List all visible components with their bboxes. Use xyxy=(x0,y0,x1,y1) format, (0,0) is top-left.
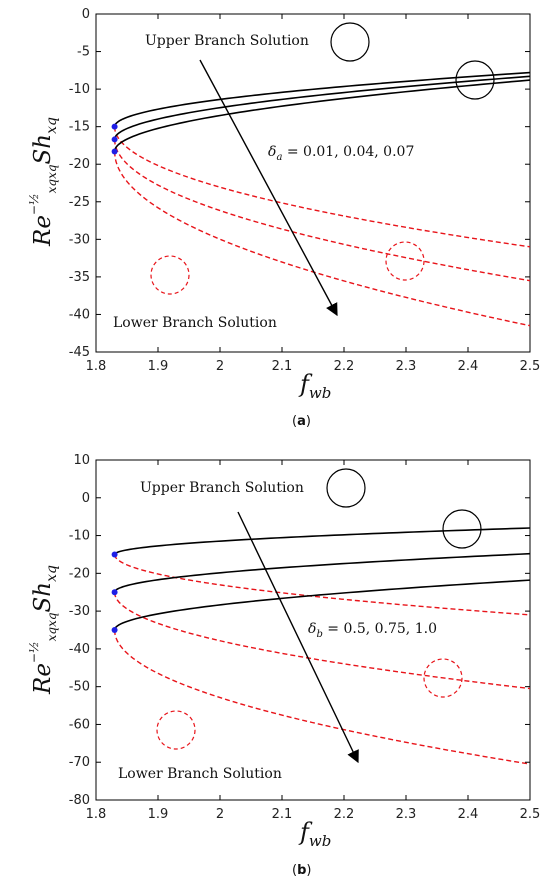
x-tick-label: 2.4 xyxy=(458,359,479,374)
x-tick-label: 2.3 xyxy=(396,807,417,822)
lower-branch-line-lower xyxy=(113,151,531,327)
x-tick-label: 2.4 xyxy=(458,807,479,822)
y-tick-label: -45 xyxy=(69,345,90,360)
turning-point xyxy=(111,136,118,143)
y-tick-label: -20 xyxy=(69,157,90,172)
lower-branch-marker-circle xyxy=(423,658,463,698)
upper-branch-marker-circle xyxy=(455,60,495,100)
y-tick-label: -60 xyxy=(69,717,90,732)
y-tick-label: -30 xyxy=(69,232,90,247)
x-tick-labels: 1.8 1.9 2 2.1 2.2 2.3 2.4 2.5 xyxy=(86,460,541,822)
y-tick-label: -10 xyxy=(69,82,90,97)
y-tick-label: 10 xyxy=(73,453,90,468)
decorations xyxy=(156,468,482,764)
chart-panel-b: 1.8 1.9 2 2.1 2.2 2.3 2.4 2.5 10 0 -10 -20 -30 -40 -5… xyxy=(27,453,540,878)
upper-branch-marker-circle xyxy=(330,22,370,62)
y-tick-label: -15 xyxy=(69,120,90,135)
x-tick-label: 2 xyxy=(216,807,224,822)
lower-branch-line-upper xyxy=(113,126,531,248)
turning-point xyxy=(111,627,118,633)
upper-branch-line-middle xyxy=(113,552,531,593)
x-tick-label: 2.5 xyxy=(520,359,541,374)
annotation-upper-branch: Upper Branch Solution xyxy=(145,33,309,49)
x-tick-label: 1.9 xyxy=(148,359,169,374)
x-tick-label: 2 xyxy=(216,359,224,374)
y-axis-label: Re−½xqxqShxq xyxy=(27,565,60,695)
lower-branch-line-middle xyxy=(113,139,531,282)
plot-area xyxy=(95,459,531,801)
x-tick-label: 1.8 xyxy=(86,807,107,822)
upper-branch-line-lower xyxy=(113,79,531,152)
annotation-parameter: δa = 0.01, 0.04, 0.07 xyxy=(268,144,414,163)
upper-branch-marker-circle xyxy=(442,509,482,549)
annotation-lower-branch: Lower Branch Solution xyxy=(113,315,277,331)
caption-a: (a) xyxy=(292,414,311,429)
turning-point xyxy=(111,589,118,596)
y-tick-label: -40 xyxy=(69,642,90,657)
lower-branch-marker-circle xyxy=(156,710,196,750)
lower-branch-marker-circle xyxy=(385,241,425,281)
caption-b: (b) xyxy=(292,863,311,878)
x-tick-label: 2.5 xyxy=(520,807,541,822)
x-axis-label: fwb xyxy=(298,370,331,402)
y-axis-label: Re−½xqxqShxq xyxy=(27,117,60,247)
lower-branch-line-upper xyxy=(113,554,531,616)
annotation-upper-branch: Upper Branch Solution xyxy=(140,480,304,496)
y-tick-label: -35 xyxy=(69,270,90,285)
y-tick-label: -5 xyxy=(77,45,90,60)
y-tick-label: -40 xyxy=(69,307,90,322)
decorations xyxy=(150,22,495,317)
x-tick-label: 2.2 xyxy=(334,359,355,374)
chart-panel-a: 1.8 1.9 2 2.1 2.2 2.3 2.4 2.5 0 -5 -10 -15 -20 -25 -3… xyxy=(27,7,540,429)
x-tick-label: 2.3 xyxy=(396,359,417,374)
turning-point xyxy=(111,551,118,558)
parameter-trend-arrow xyxy=(237,511,359,764)
annotation-lower-branch: Lower Branch Solution xyxy=(118,766,282,782)
series-group xyxy=(111,71,531,327)
y-tick-label: 0 xyxy=(82,7,90,22)
turning-point xyxy=(111,148,118,155)
x-tick-label: 2.1 xyxy=(272,807,293,822)
x-tick-label: 1.8 xyxy=(86,359,107,374)
plot-area xyxy=(95,13,531,353)
lower-branch-marker-circle xyxy=(150,255,190,295)
annotation-parameter: δb = 0.5, 0.75, 1.0 xyxy=(308,621,437,640)
upper-branch-line-upper xyxy=(113,527,531,555)
x-tick-label: 2.1 xyxy=(272,359,293,374)
y-tick-labels: 0 -5 -10 -15 -20 -25 -30 -35 -40 -45 xyxy=(69,7,530,360)
y-tick-label: -50 xyxy=(69,680,90,695)
lower-branch-line-lower xyxy=(113,629,531,765)
y-tick-label: -25 xyxy=(69,195,90,210)
y-tick-label: -80 xyxy=(69,793,90,808)
y-tick-labels: 10 0 -10 -20 -30 -40 -50 -60 -70 -80 xyxy=(69,453,530,808)
lower-branch-line-middle xyxy=(113,592,531,690)
x-tick-labels: 1.8 1.9 2 2.1 2.2 2.3 2.4 2.5 xyxy=(86,14,541,374)
y-tick-label: 0 xyxy=(82,491,90,506)
y-tick-label: -30 xyxy=(69,604,90,619)
y-tick-label: -70 xyxy=(69,755,90,770)
turning-point xyxy=(111,123,118,130)
x-axis-label: fwb xyxy=(298,818,331,850)
series-group xyxy=(111,527,531,765)
y-tick-label: -20 xyxy=(69,566,90,581)
upper-branch-marker-circle xyxy=(326,468,366,508)
y-tick-label: -10 xyxy=(69,529,90,544)
upper-branch-line-lower xyxy=(113,579,531,631)
x-tick-label: 2.2 xyxy=(334,807,355,822)
upper-branch-line-middle xyxy=(113,75,531,140)
x-tick-label: 1.9 xyxy=(148,807,169,822)
upper-branch-line-upper xyxy=(113,71,531,127)
parameter-trend-arrow xyxy=(199,59,338,317)
